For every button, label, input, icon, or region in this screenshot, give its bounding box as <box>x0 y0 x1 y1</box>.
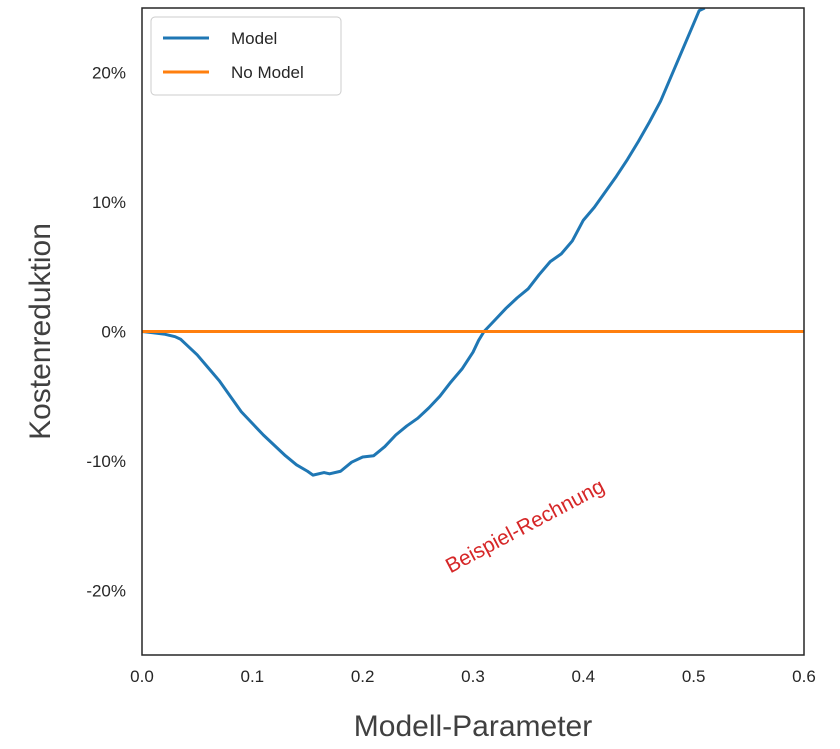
x-tick-label: 0.1 <box>241 667 265 686</box>
y-tick-label: -10% <box>86 452 126 471</box>
legend-label-no-model: No Model <box>231 63 304 82</box>
y-tick-label: 20% <box>92 64 126 83</box>
x-tick-label: 0.4 <box>572 667 596 686</box>
series-line-model <box>142 8 706 477</box>
x-tick-label: 0.2 <box>351 667 375 686</box>
x-axis-label: Modell-Parameter <box>354 710 592 743</box>
x-tick-label: 0.3 <box>461 667 485 686</box>
x-tick-label: 0.6 <box>792 667 816 686</box>
legend-label-model: Model <box>231 29 277 48</box>
y-tick-label: 10% <box>92 193 126 212</box>
y-axis-label: Kostenreduktion <box>24 223 57 440</box>
y-tick-label: 0% <box>101 323 126 342</box>
x-tick-label: 0.0 <box>130 667 154 686</box>
y-tick-label: -20% <box>86 581 126 600</box>
axes-frame <box>141 7 805 656</box>
x-tick-label: 0.5 <box>682 667 706 686</box>
